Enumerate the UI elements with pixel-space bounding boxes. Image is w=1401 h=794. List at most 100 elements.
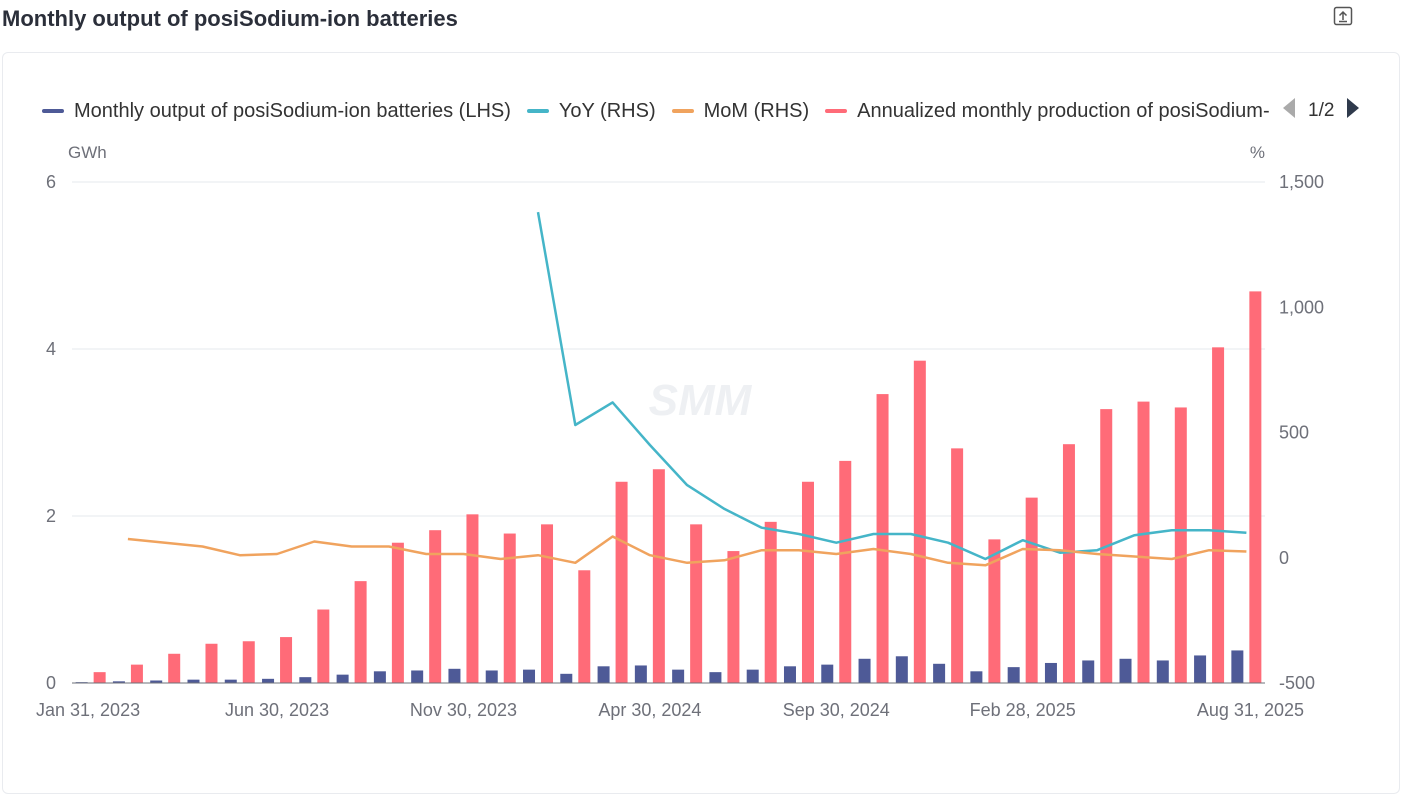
bar-monthly-output <box>1119 658 1132 683</box>
legend-item-annualized[interactable]: Annualized monthly production of posiSod… <box>825 100 1270 123</box>
x-tick-label: Sep 30, 2024 <box>783 700 890 720</box>
legend-swatch <box>825 109 848 113</box>
legend-label: Monthly output of posiSodium-ion batteri… <box>74 99 511 122</box>
bar-annualized-production <box>354 581 367 683</box>
bar-monthly-output <box>150 680 163 683</box>
legend-swatch <box>42 109 64 113</box>
bar-annualized-production <box>876 394 889 683</box>
bar-annualized-production <box>1174 407 1187 683</box>
bar-monthly-output <box>895 656 908 683</box>
triangle-left-icon[interactable] <box>1282 97 1296 125</box>
x-tick-label: Aug 31, 2025 <box>1197 700 1304 720</box>
bar-annualized-production <box>951 448 964 683</box>
bar-annualized-production <box>466 514 479 683</box>
bar-annualized-production <box>205 643 218 683</box>
y-left-unit: GWh <box>68 143 107 162</box>
bar-annualized-production <box>168 653 181 683</box>
legend-label: YoY (RHS) <box>558 99 656 122</box>
line-mom <box>127 535 1247 567</box>
triangle-right-icon[interactable] <box>1346 97 1360 125</box>
bar-monthly-output <box>262 678 275 683</box>
bar-annualized-production <box>391 542 404 683</box>
legend-page-indicator: 1/2 <box>1308 100 1335 121</box>
bar-annualized-production <box>541 524 554 683</box>
bar-monthly-output <box>1007 667 1020 683</box>
legend-pager: 1/2 <box>1282 97 1360 125</box>
bar-annualized-production <box>1025 497 1038 683</box>
legend-swatch <box>526 109 549 113</box>
bar-monthly-output <box>933 663 946 683</box>
legend-item-mom[interactable]: MoM (RHS) <box>671 99 810 123</box>
y-right-tick-label: 500 <box>1279 423 1309 443</box>
y-right-tick-label: 1,000 <box>1279 297 1324 317</box>
x-tick-label: Nov 30, 2023 <box>410 700 517 720</box>
bar-monthly-output <box>299 677 312 683</box>
bar-monthly-output <box>411 670 424 683</box>
bar-annualized-production <box>280 637 293 683</box>
bar-annualized-production <box>615 481 628 683</box>
bar-monthly-output <box>672 669 685 683</box>
export-icon[interactable] <box>1333 6 1353 26</box>
bar-annualized-production <box>988 539 1001 683</box>
bar-monthly-output <box>523 669 536 683</box>
bar-annualized-production <box>503 533 516 683</box>
bar-monthly-output <box>634 665 647 683</box>
bar-annualized-production <box>764 521 777 683</box>
bar-annualized-production <box>1062 444 1075 683</box>
bar-annualized-production <box>913 360 926 683</box>
x-tick-label: Jan 31, 2023 <box>36 700 140 720</box>
x-tick-label: Apr 30, 2024 <box>598 700 701 720</box>
bar-annualized-production <box>690 524 703 683</box>
bar-monthly-output <box>597 666 610 683</box>
bar-monthly-output <box>187 679 200 683</box>
x-tick-label: Feb 28, 2025 <box>970 700 1076 720</box>
bar-annualized-production <box>242 641 255 683</box>
bar-annualized-production <box>429 530 442 683</box>
bar-monthly-output <box>1044 662 1057 683</box>
bar-monthly-output <box>224 679 237 683</box>
bar-monthly-output <box>709 672 722 683</box>
y-right-unit: % <box>1250 143 1265 162</box>
bar-monthly-output <box>1194 655 1207 683</box>
bar-monthly-output <box>448 668 461 683</box>
chart-title: Monthly output of posiSodium-ion batteri… <box>2 6 458 31</box>
legend-label: MoM (RHS) <box>703 99 810 122</box>
chart-legend: Monthly output of posiSodium-ion batteri… <box>42 97 1270 125</box>
chart-plot: SMM 0 2 4 6 -500 0 500 1,000 1,500 GWh % Jan 31, 202… <box>36 143 1324 720</box>
bar-monthly-output <box>373 671 386 683</box>
bar-annualized-production <box>1249 291 1262 683</box>
bar-monthly-output <box>858 658 871 683</box>
bar-annualized-production <box>801 481 814 683</box>
y-left-tick-label: 0 <box>46 673 56 693</box>
bar-annualized-production <box>130 664 143 683</box>
bar-annualized-production <box>578 570 591 683</box>
bar-annualized-production <box>839 460 852 683</box>
y-left-tick-label: 4 <box>46 339 56 359</box>
y-right-tick-label: 1,500 <box>1279 172 1324 192</box>
legend-label: Annualized monthly production of posiSod… <box>857 99 1270 122</box>
x-tick-label: Jun 30, 2023 <box>225 700 329 720</box>
watermark-logo: SMM <box>649 376 753 425</box>
bar-monthly-output <box>746 669 759 683</box>
y-right-tick-label: -500 <box>1279 673 1315 693</box>
bar-monthly-output <box>970 671 983 683</box>
bar-monthly-output <box>1231 650 1244 683</box>
bar-annualized-production <box>317 609 330 683</box>
legend-item-output[interactable]: Monthly output of posiSodium-ion batteri… <box>42 100 511 123</box>
line-yoy <box>536 211 1247 561</box>
bar-monthly-output <box>821 664 834 683</box>
bar-monthly-output <box>336 674 349 683</box>
bar-monthly-output <box>1156 660 1169 683</box>
bar-monthly-output <box>1082 660 1095 683</box>
bar-monthly-output <box>112 681 125 683</box>
bar-annualized-production <box>93 672 106 683</box>
legend-item-yoy[interactable]: YoY (RHS) <box>526 99 656 123</box>
bar-monthly-output <box>560 673 573 683</box>
y-left-tick-label: 2 <box>46 506 56 526</box>
y-left-tick-label: 6 <box>46 172 56 192</box>
bar-monthly-output <box>783 666 796 683</box>
y-right-tick-label: 0 <box>1279 548 1289 568</box>
bar-annualized-production <box>652 469 665 683</box>
bar-annualized-production <box>1212 347 1225 683</box>
bar-annualized-production <box>1137 401 1150 683</box>
